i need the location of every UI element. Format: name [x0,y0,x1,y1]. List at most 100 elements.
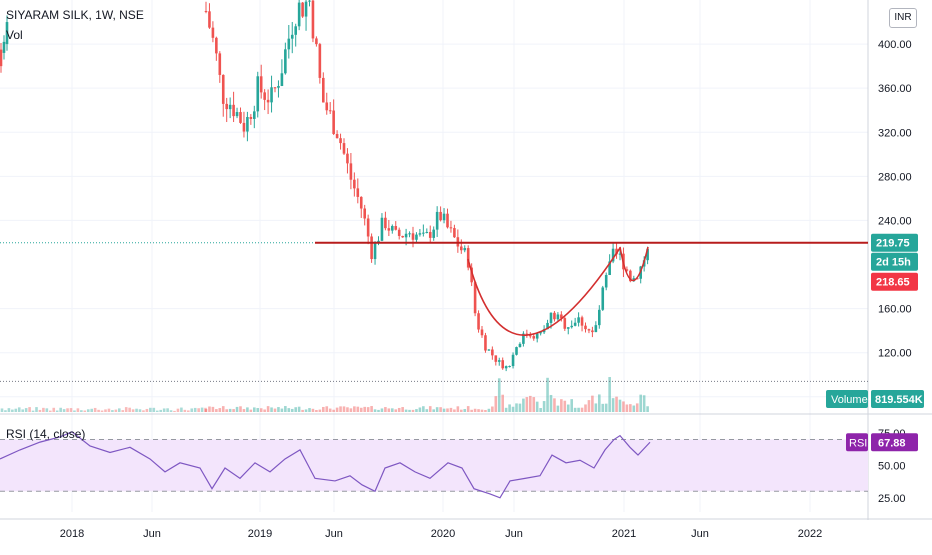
volume-bar [342,406,346,412]
volume-bar [121,410,125,412]
volume-bar [38,409,42,412]
volume-bar [45,408,49,412]
candle-body [394,226,398,230]
volume-badge-label-bg [826,390,868,408]
volume-bar [391,408,394,412]
rsi-legend[interactable]: RSI (14, close) [6,427,86,441]
candle-body [591,330,594,333]
volume-bar [370,406,373,412]
axis-badges: 219.75 2d 15h 218.65 Volume 819.554K RSI 67.88 [826,233,924,452]
candle-body [563,318,567,329]
candle-body [246,116,249,132]
time-tick-label: Jun [143,528,161,540]
candle-body [225,103,228,110]
volume-bar [598,394,601,412]
candle-body [618,253,622,255]
axes: 400.00 360.00 320.00 280.00 240.00 160.00 120.… [60,39,912,540]
candle-body [425,231,429,233]
volume-bar [246,407,249,412]
price-tick-label: 400.00 [878,39,912,51]
volume-bar [542,401,546,412]
candle-body [432,229,435,238]
candle-body [253,111,256,119]
volume-bars [0,377,649,412]
volume-bar [432,409,435,412]
candle-body [391,226,394,231]
volume-bar [460,409,463,412]
countdown-badge: 2d 15h [876,257,911,269]
volume-bar [208,406,211,412]
cup-curve [467,247,621,336]
volume-bar [86,409,90,412]
candle-body [625,269,629,271]
volume-bar [325,406,329,412]
candle-body [466,248,470,268]
candle-body [325,102,329,111]
volume-bar [239,406,242,412]
candle-body [435,211,439,230]
volume-bar [349,408,353,412]
cup-handle-drawing[interactable] [467,246,649,336]
volume-bar [346,407,349,412]
volume-bar [142,410,145,412]
candle-body [290,34,294,39]
candle-body [287,38,291,50]
candle-body [277,85,280,88]
candle-body [553,312,556,320]
rsi-line [0,431,651,499]
candle-body [446,213,449,228]
volume-bar [100,410,104,412]
volume-bar [642,395,646,412]
volume-bar [639,394,642,412]
open-price-badge: 218.65 [876,277,910,289]
volume-bar [193,407,197,412]
volume-bar [532,397,536,412]
volume-bar [584,404,587,412]
volume-bar [442,408,446,412]
open-price-badge-bg [871,272,918,291]
volume-bar [135,408,138,412]
volume-bar [570,399,573,412]
volume-bar [290,408,294,412]
candle-body [284,49,287,74]
candle-body [249,116,253,119]
volume-bar [249,409,253,412]
candle-body [608,261,611,276]
symbol-legend[interactable]: SIYARAM SILK, 1W, NSE [6,8,144,22]
volume-bar [594,403,598,412]
volume-bar [466,406,470,412]
volume-bar [14,408,18,412]
candle-body [228,104,232,110]
candle-body [487,349,491,351]
volume-bar [66,408,69,412]
volume-bar [622,401,625,412]
volume-bar [263,409,266,412]
last-price-badge: 219.75 [876,238,910,250]
candle-body [218,53,222,75]
volume-bar [315,409,318,412]
volume-bar [560,399,563,412]
volume-bar [59,407,62,412]
time-tick-label: 2020 [431,528,455,540]
candle-body [259,76,263,93]
volume-bar [511,406,515,412]
candle-body [366,218,370,237]
volume-bar [363,406,366,412]
volume-bar [477,409,480,412]
volume-bar [83,410,87,412]
candle-body [646,248,649,261]
volume-bar [525,397,529,412]
volume-bar [31,410,35,412]
candle-body [273,87,277,89]
candle-body [280,73,284,86]
candle-body [573,322,577,326]
currency-button[interactable]: INR [889,8,917,28]
volume-legend[interactable]: Vol [6,28,23,42]
volume-bar [604,403,608,412]
volume-bar [169,410,173,412]
volume-bar [387,408,391,412]
volume-bar [149,407,152,412]
candle-body [449,227,453,229]
